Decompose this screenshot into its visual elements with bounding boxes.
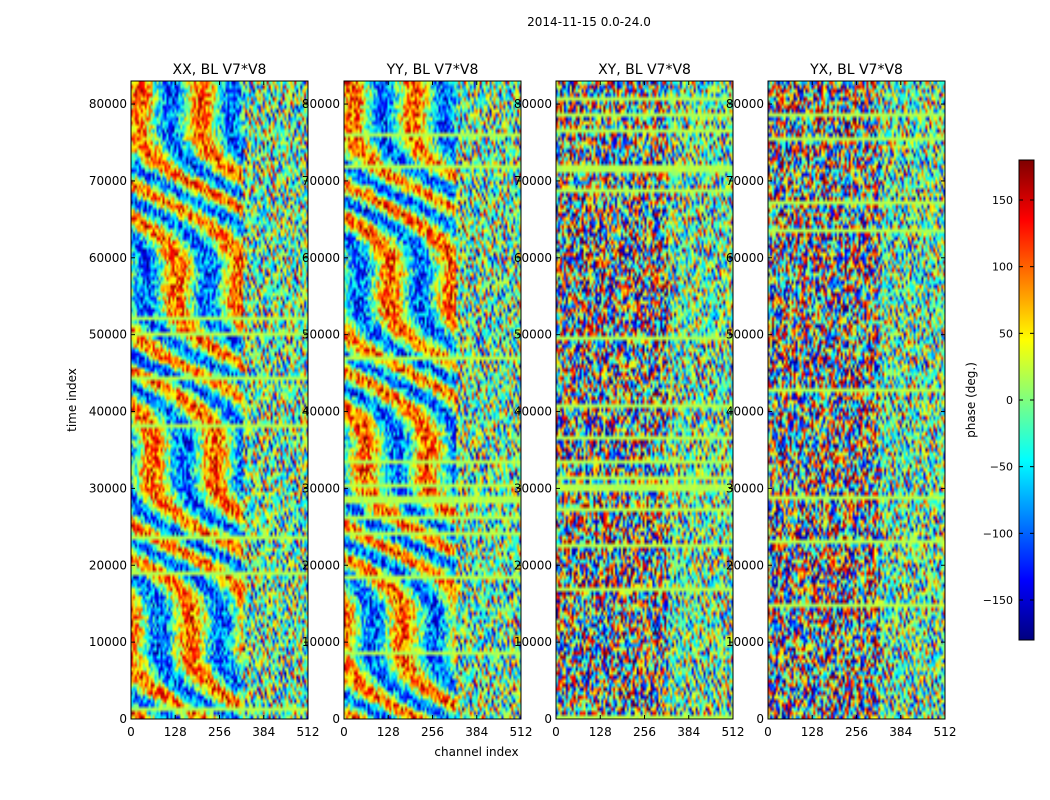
colorbar-tick-label: −150 <box>983 594 1013 607</box>
x-tick-label: 128 <box>377 725 400 739</box>
y-tick-label: 20000 <box>302 558 340 572</box>
y-tick-label: 20000 <box>726 558 764 572</box>
x-tick-label: 128 <box>589 725 612 739</box>
x-tick-label: 512 <box>934 725 957 739</box>
y-tick-label: 10000 <box>726 635 764 649</box>
y-tick-label: 60000 <box>89 251 127 265</box>
colorbar-tick-label: 0 <box>1006 394 1013 407</box>
y-tick-label: 30000 <box>514 481 552 495</box>
heatmap-image <box>556 81 733 719</box>
y-tick-label: 20000 <box>514 558 552 572</box>
panels: XX, BL V7*V8 0 128 256 384 512 0 10000 20000 3000… <box>65 62 956 759</box>
y-tick-label: 0 <box>332 712 340 726</box>
y-tick-label: 70000 <box>89 174 127 188</box>
y-tick-label: 40000 <box>302 405 340 419</box>
y-tick-label: 0 <box>119 712 127 726</box>
y-tick-label: 10000 <box>514 635 552 649</box>
x-tick-label: 0 <box>552 725 560 739</box>
y-tick-label: 40000 <box>726 405 764 419</box>
panel-title: YX, BL V7*V8 <box>809 62 903 78</box>
x-tick-label: 0 <box>764 725 772 739</box>
y-tick-label: 40000 <box>89 405 127 419</box>
panel-title: YY, BL V7*V8 <box>386 62 479 78</box>
x-tick-label: 0 <box>127 725 135 739</box>
y-tick-label: 80000 <box>302 97 340 111</box>
y-tick-label: 50000 <box>89 328 127 342</box>
y-tick-label: 80000 <box>514 97 552 111</box>
y-tick-label: 0 <box>756 712 764 726</box>
y-tick-label: 50000 <box>726 328 764 342</box>
x-axis-label: channel index <box>434 745 518 759</box>
panel-1: XX, BL V7*V8 0 128 256 384 512 0 10000 20000 3000… <box>65 62 319 739</box>
x-tick-label: 384 <box>465 725 488 739</box>
x-tick-label: 384 <box>889 725 912 739</box>
y-tick-label: 30000 <box>302 481 340 495</box>
colorbar-tick-label: 100 <box>992 261 1013 274</box>
x-tick-label: 512 <box>722 725 745 739</box>
y-tick-label: 70000 <box>302 174 340 188</box>
colorbar-tick-label: 50 <box>999 327 1013 340</box>
y-tick-label: 70000 <box>726 174 764 188</box>
colorbar-tick-label: 150 <box>992 194 1013 207</box>
x-tick-label: 128 <box>801 725 824 739</box>
x-tick-label: 128 <box>164 725 187 739</box>
x-tick-label: 256 <box>421 725 444 739</box>
x-tick-label: 256 <box>845 725 868 739</box>
y-axis-label: time index <box>65 368 79 432</box>
y-tick-label: 50000 <box>514 328 552 342</box>
y-tick-label: 60000 <box>726 251 764 265</box>
y-tick-label: 30000 <box>726 481 764 495</box>
y-tick-label: 10000 <box>302 635 340 649</box>
heatmap-image <box>344 81 521 719</box>
figure-title: 2014-11-15 0.0-24.0 <box>527 15 651 29</box>
y-tick-label: 40000 <box>514 405 552 419</box>
panel-4: YX, BL V7*V8 0 128 256 384 512 0 10000 20000 3000… <box>726 62 957 739</box>
y-tick-label: 0 <box>544 712 552 726</box>
colorbar: −150 −100 −50 0 50 100 150 phase (deg.) <box>964 159 1035 641</box>
y-tick-label: 10000 <box>89 635 127 649</box>
x-tick-label: 512 <box>510 725 533 739</box>
y-tick-label: 70000 <box>514 174 552 188</box>
x-tick-label: 256 <box>208 725 231 739</box>
x-tick-label: 384 <box>677 725 700 739</box>
x-tick-label: 256 <box>633 725 656 739</box>
y-tick-label: 30000 <box>89 481 127 495</box>
panel-3: XY, BL V7*V8 0 128 256 384 512 0 10000 20000 3000… <box>514 62 745 739</box>
x-tick-label: 0 <box>340 725 348 739</box>
y-tick-label: 20000 <box>89 558 127 572</box>
panel-2: YY, BL V7*V8 0 128 256 384 512 0 10000 20000 3000… <box>302 62 533 759</box>
y-tick-label: 80000 <box>726 97 764 111</box>
y-tick-label: 60000 <box>302 251 340 265</box>
colorbar-label: phase (deg.) <box>964 362 978 438</box>
panel-title: XY, BL V7*V8 <box>598 62 691 78</box>
y-tick-label: 60000 <box>514 251 552 265</box>
heatmap-image <box>131 81 308 719</box>
x-tick-label: 512 <box>297 725 320 739</box>
y-tick-label: 50000 <box>302 328 340 342</box>
heatmap-image <box>768 81 945 719</box>
colorbar-tick-label: −50 <box>990 461 1013 474</box>
y-tick-label: 80000 <box>89 97 127 111</box>
panel-title: XX, BL V7*V8 <box>173 62 267 78</box>
colorbar-tick-label: −100 <box>983 527 1013 540</box>
x-tick-label: 384 <box>252 725 275 739</box>
